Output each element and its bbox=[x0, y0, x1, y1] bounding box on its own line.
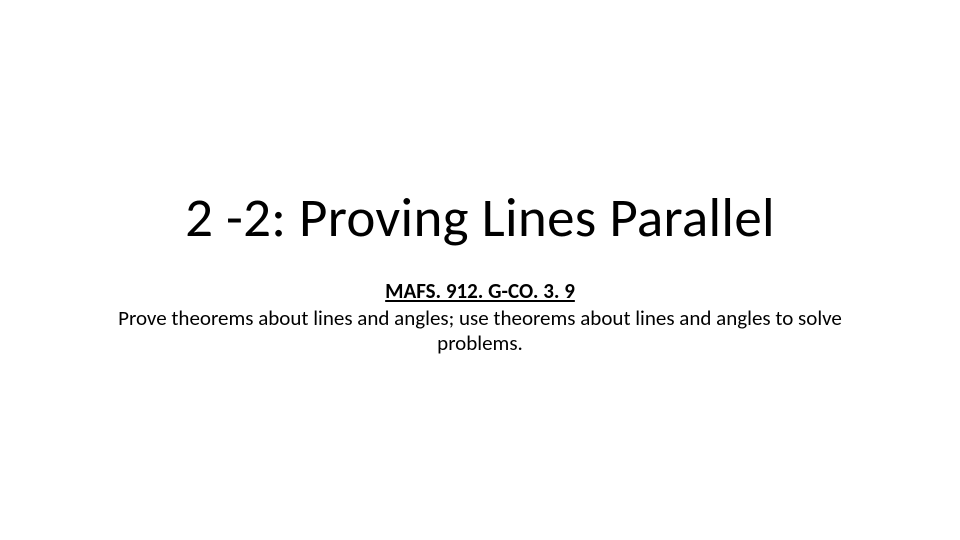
slide: 2 -2: Proving Lines Parallel MAFS. 912. … bbox=[0, 0, 960, 540]
standard-description: Prove theorems about lines and angles; u… bbox=[118, 305, 842, 356]
standard-code: MAFS. 912. G-CO. 3. 9 bbox=[90, 279, 870, 304]
standard-block: MAFS. 912. G-CO. 3. 9 Prove theorems abo… bbox=[90, 279, 870, 357]
slide-title: 2 -2: Proving Lines Parallel bbox=[185, 184, 775, 251]
